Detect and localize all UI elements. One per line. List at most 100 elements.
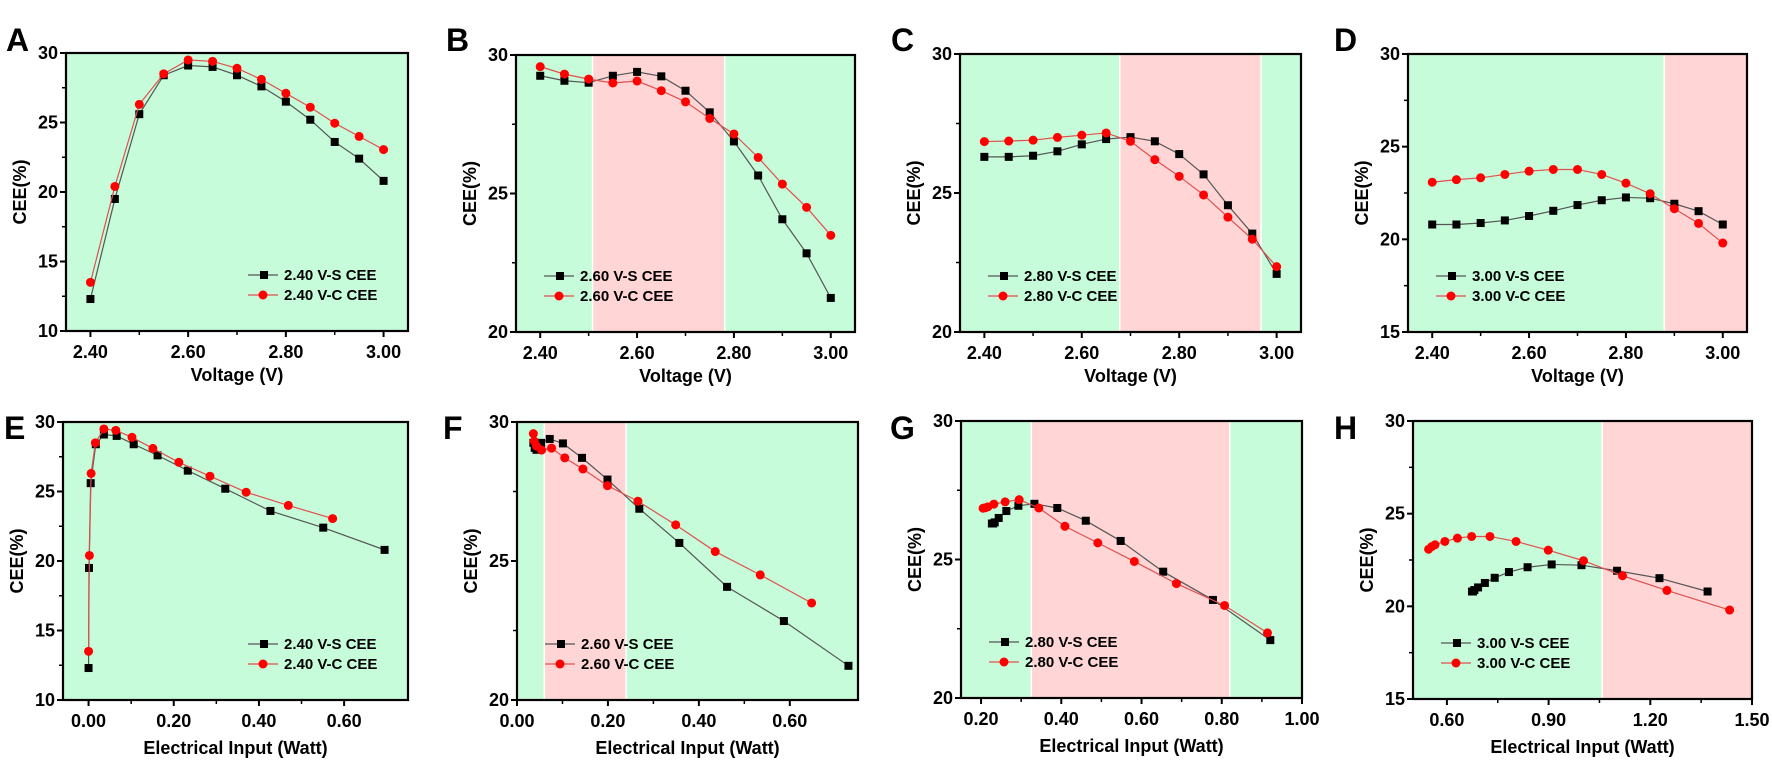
data-point-circle <box>578 464 588 474</box>
data-point-circle <box>1126 136 1135 146</box>
data-point-circle <box>99 424 109 434</box>
data-point-circle <box>1524 166 1534 176</box>
data-point-square <box>1272 269 1281 278</box>
data-point-square <box>1030 499 1039 508</box>
panel-label: E <box>4 410 25 446</box>
legend-entry: 2.40 V-C CEE <box>248 287 377 304</box>
x-tick-label: 0.80 <box>1204 709 1239 729</box>
data-point-circle <box>602 481 612 491</box>
y-tick-label: 25 <box>488 184 508 204</box>
legend-entry: 2.60 V-S CEE <box>544 268 673 285</box>
legend-circle-marker <box>554 291 564 301</box>
y-tick-label: 30 <box>932 44 952 64</box>
legend-label: 2.80 V-C CEE <box>1025 654 1118 671</box>
panel-d: D 2.40 2.60 2.80 3.00 15 20 25 30 Voltage (V) CEE(… <box>1334 22 1749 386</box>
data-point-circle <box>1579 556 1589 566</box>
y-tick-label: 30 <box>1380 44 1400 64</box>
y-tick-label: 30 <box>933 411 953 431</box>
data-point-circle <box>656 86 666 96</box>
x-tick-label: 3.00 <box>366 342 401 362</box>
data-point-circle <box>608 78 618 88</box>
data-point-square <box>778 215 787 224</box>
legend-label: 2.40 V-S CEE <box>284 636 377 653</box>
data-point-square <box>633 67 642 76</box>
data-point-square <box>355 154 364 163</box>
legend-entry: 2.60 V-C CEE <box>545 656 674 673</box>
data-point-circle <box>729 129 739 139</box>
data-point-circle <box>256 74 266 84</box>
data-point-circle <box>1451 175 1461 185</box>
data-point-square <box>844 661 853 670</box>
x-tick-label: 3.00 <box>813 343 848 363</box>
legend-label: 2.60 V-S CEE <box>581 636 674 653</box>
region-green <box>63 422 408 700</box>
data-point-circle <box>528 429 538 439</box>
panel-label: D <box>1334 22 1357 58</box>
data-point-circle <box>1718 238 1728 248</box>
legend-entry: 2.60 V-S CEE <box>545 636 674 653</box>
panel-c: C 2.40 2.60 2.80 3.00 20 25 30 Voltage (V) CEE(%)… <box>891 22 1303 386</box>
data-point-circle <box>1669 204 1679 214</box>
y-tick-label: 15 <box>35 621 55 641</box>
x-tick-label: 0.00 <box>499 711 534 731</box>
data-point-circle <box>1427 177 1437 187</box>
data-point-square <box>112 431 121 440</box>
data-point-circle <box>1028 135 1038 145</box>
data-point-square <box>545 434 554 443</box>
y-tick-label: 30 <box>35 412 55 432</box>
y-axis-label: CEE(%) <box>7 528 27 593</box>
x-tick-label: 0.60 <box>1429 710 1464 730</box>
data-point-square <box>1199 170 1208 179</box>
legend-entry: 3.00 V-S CEE <box>1441 635 1570 652</box>
legend-entry: 3.00 V-C CEE <box>1436 288 1565 305</box>
x-tick-label: 0.20 <box>590 711 625 731</box>
region-red <box>1119 54 1262 332</box>
x-tick-label: 1.00 <box>1284 709 1319 729</box>
data-point-circle <box>1077 130 1087 140</box>
data-point-circle <box>1150 155 1160 165</box>
y-tick-label: 30 <box>488 45 508 65</box>
data-point-square <box>110 194 119 203</box>
x-tick-label: 2.60 <box>1512 343 1547 363</box>
x-tick-label: 2.80 <box>268 342 303 362</box>
data-point-square <box>1549 206 1558 215</box>
data-point-circle <box>1272 262 1282 272</box>
data-point-square <box>1500 216 1509 225</box>
data-point-square <box>1029 151 1038 160</box>
x-tick-label: 0.40 <box>241 711 276 731</box>
data-point-circle <box>1014 495 1024 505</box>
data-point-square <box>129 440 138 449</box>
legend-label: 3.00 V-S CEE <box>1472 268 1565 285</box>
data-point-circle <box>1000 497 1010 507</box>
region-green <box>961 421 1032 698</box>
data-point-circle <box>1199 190 1209 200</box>
data-point-square <box>536 71 545 80</box>
x-tick-label: 0.40 <box>1044 709 1079 729</box>
y-tick-label: 20 <box>488 322 508 342</box>
y-tick-label: 20 <box>35 551 55 571</box>
x-tick-label: 0.00 <box>71 711 106 731</box>
data-point-circle <box>1548 164 1558 174</box>
data-point-circle <box>159 69 169 79</box>
data-point-circle <box>1004 136 1014 146</box>
data-point-circle <box>681 97 690 107</box>
data-point-square <box>153 451 162 460</box>
x-tick-label: 2.60 <box>1064 343 1099 363</box>
data-point-square <box>1480 578 1489 587</box>
y-tick-label: 20 <box>932 322 952 342</box>
legend-circle-marker <box>555 659 565 669</box>
data-point-square <box>994 513 1003 522</box>
data-point-circle <box>1467 531 1477 541</box>
data-point-square <box>1670 199 1679 208</box>
data-point-circle <box>110 181 120 191</box>
data-point-square <box>1613 566 1622 575</box>
data-point-square <box>1081 516 1090 525</box>
data-point-square <box>754 171 763 180</box>
y-axis-label: CEE(%) <box>905 527 925 592</box>
data-point-square <box>537 438 546 447</box>
data-point-square <box>603 475 612 484</box>
y-axis-label: CEE(%) <box>10 159 30 224</box>
y-tick-label: 25 <box>933 550 953 570</box>
data-point-circle <box>1500 169 1510 179</box>
y-tick-label: 10 <box>38 321 58 341</box>
